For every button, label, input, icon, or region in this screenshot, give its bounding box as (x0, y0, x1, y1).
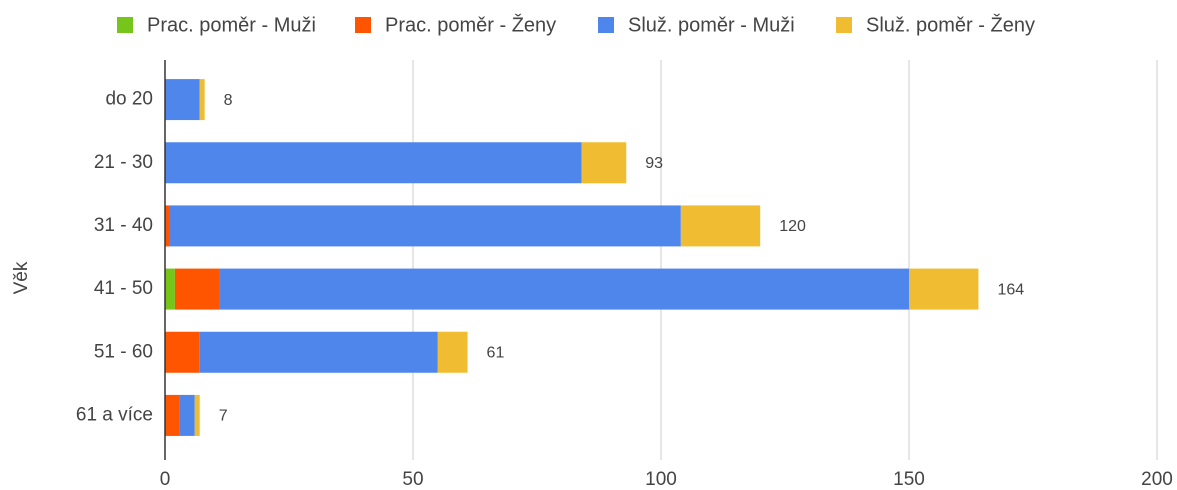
bar-segment (680, 205, 761, 247)
x-tick-label: 150 (893, 469, 925, 490)
bar-segment (165, 268, 175, 310)
bar-segment (165, 394, 180, 436)
legend-label: Prac. poměr - Muži (147, 14, 316, 36)
legend-swatch (355, 17, 371, 33)
bar-segment (174, 268, 220, 310)
bar-segment (194, 394, 200, 436)
bar-segment (169, 205, 681, 247)
x-tick-label: 50 (402, 469, 423, 490)
legend-swatch (836, 17, 852, 33)
legend-swatch (117, 17, 133, 33)
y-tick-label: do 20 (105, 89, 153, 110)
bar-segment (179, 394, 195, 436)
bar-segment (909, 268, 979, 310)
bar-segment (165, 79, 200, 121)
legend-swatch (598, 17, 614, 33)
bar-segment (165, 142, 582, 184)
y-tick-label: 51 - 60 (94, 341, 153, 362)
total-label: 164 (997, 281, 1024, 298)
y-tick-label: 21 - 30 (94, 152, 153, 173)
total-label: 93 (645, 155, 663, 172)
bar-segment (165, 205, 170, 247)
bar-segment (199, 331, 438, 373)
bar-segment (199, 79, 205, 121)
legend-label: Služ. poměr - Muži (628, 14, 795, 36)
total-label: 61 (487, 344, 505, 361)
total-label: 7 (219, 408, 228, 425)
bar-segment (581, 142, 627, 184)
bar-segment (437, 331, 468, 373)
bar-segment (165, 331, 200, 373)
y-tick-label: 31 - 40 (94, 215, 153, 236)
legend-label: Prac. poměr - Ženy (385, 13, 556, 36)
y-axis-label: Věk (11, 261, 32, 294)
x-tick-label: 200 (1141, 469, 1173, 490)
y-tick-label: 61 a více (76, 404, 153, 425)
x-tick-label: 0 (160, 469, 171, 490)
total-label: 8 (224, 92, 233, 109)
x-tick-label: 100 (645, 469, 677, 490)
legend-label: Služ. poměr - Ženy (866, 13, 1035, 36)
bar-segment (219, 268, 909, 310)
y-tick-label: 41 - 50 (94, 278, 153, 299)
total-label: 120 (779, 218, 806, 235)
